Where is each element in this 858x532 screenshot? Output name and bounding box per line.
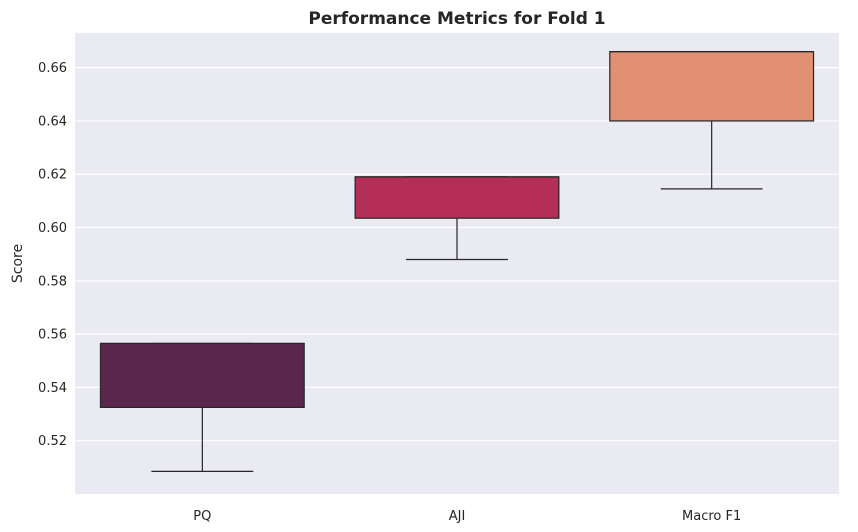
x-tick-label: PQ: [193, 509, 211, 524]
y-tick-label: 0.58: [38, 274, 67, 289]
y-tick-label: 0.66: [38, 61, 67, 76]
y-axis-label: Score: [10, 244, 26, 283]
iqr-box: [609, 51, 815, 122]
y-tick-label: 0.56: [38, 328, 67, 343]
x-tick-label: AJI: [449, 509, 466, 524]
chart-title: Performance Metrics for Fold 1: [308, 9, 605, 29]
box-aji: [354, 176, 560, 261]
y-tick-label: 0.64: [38, 114, 67, 129]
y-tick-label: 0.60: [38, 221, 67, 236]
y-tick-label: 0.54: [38, 381, 67, 396]
iqr-box: [354, 176, 560, 219]
y-tick-label: 0.52: [38, 434, 67, 449]
x-tick-labels: PQ AJI Macro F1: [193, 509, 741, 524]
x-tick-label: Macro F1: [682, 509, 741, 524]
box-macro-f1: [609, 51, 815, 190]
box-pq: [99, 342, 305, 472]
y-tick-label: 0.62: [38, 168, 67, 183]
boxes: [99, 51, 815, 472]
iqr-box: [99, 342, 305, 408]
y-tick-labels: 0.52 0.54 0.56 0.58 0.60 0.62 0.64 0.66: [38, 61, 67, 449]
